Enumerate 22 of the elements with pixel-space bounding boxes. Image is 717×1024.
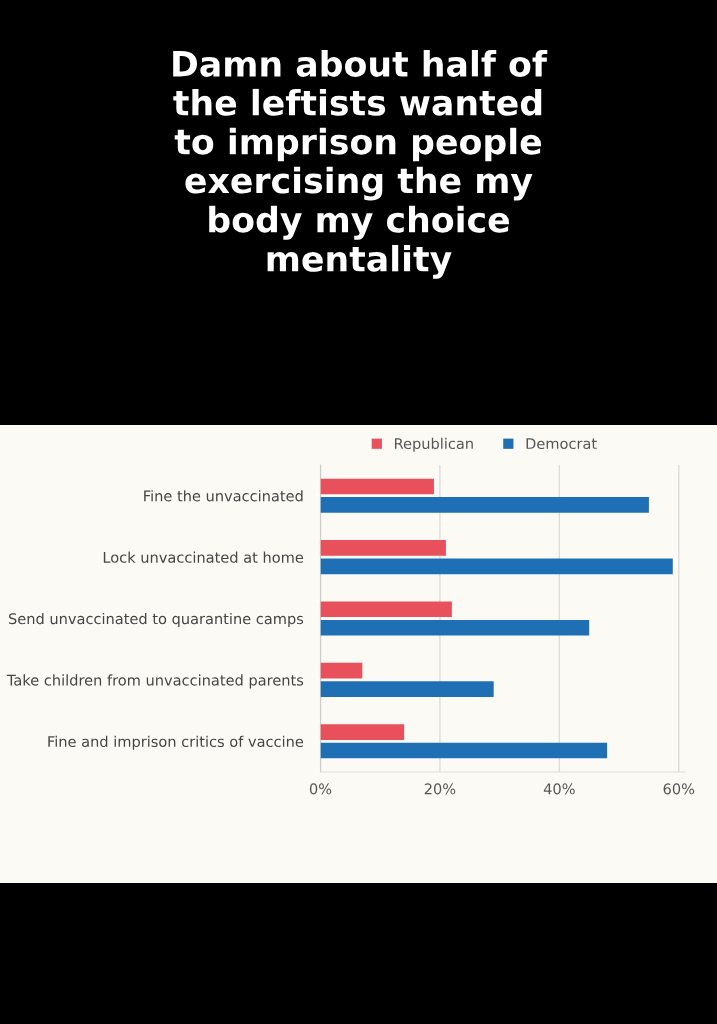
- x-tick-label: 40%: [543, 783, 575, 795]
- y-tick-label: Fine and imprison critics of vaccine: [48, 735, 304, 750]
- bar: [320, 619, 590, 636]
- bar: [320, 540, 446, 556]
- bar: [320, 724, 405, 740]
- y-tick-label: Send unvaccinated to quarantine camps: [9, 612, 304, 628]
- bar: [320, 558, 673, 575]
- bar: [320, 662, 363, 679]
- legend-label: Democrat: [526, 438, 597, 450]
- legend-label: Republican: [395, 437, 473, 452]
- chart-title: Damn about half of the leftists wanted to imprison people exercising the my body my choice mentality: [173, 50, 548, 279]
- x-tick-label: 20%: [424, 783, 456, 795]
- y-tick-label: Lock unvaccinated at home: [103, 551, 304, 563]
- bar: [320, 478, 434, 495]
- x-tick-label: 60%: [663, 783, 695, 795]
- bar: [320, 601, 452, 618]
- bar: [320, 497, 649, 513]
- bar: [320, 681, 494, 697]
- y-tick-label: Take children from unvaccinated parents: [6, 674, 304, 689]
- bar: [320, 742, 608, 759]
- x-tick-label: 0%: [309, 783, 332, 795]
- y-tick-label: Fine the unvaccinated: [144, 490, 303, 502]
